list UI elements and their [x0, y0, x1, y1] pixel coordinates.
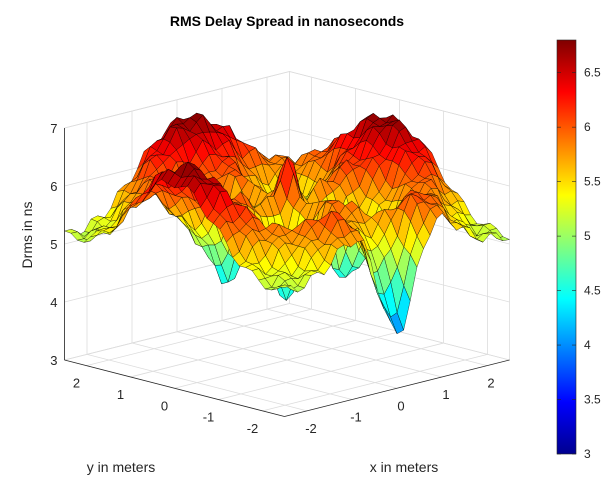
x-tick-label: -2 — [305, 421, 317, 436]
colorbar — [556, 39, 577, 455]
z-tick-label: 4 — [50, 295, 57, 310]
x-tick-label: 2 — [487, 376, 494, 391]
x-tick-label: -1 — [350, 410, 362, 425]
z-tick-label: 7 — [50, 121, 57, 136]
surface-patch — [277, 284, 292, 288]
y-tick-label: 2 — [73, 376, 80, 391]
colorbar-tick-label: 3 — [584, 447, 591, 461]
colorbar-tick-label: 5.5 — [584, 175, 601, 189]
surface — [63, 112, 511, 335]
colorbar-tick-label: 6.5 — [584, 66, 601, 80]
chart-title: RMS Delay Spread in nanoseconds — [170, 13, 404, 29]
axes: 3 4 5 6 7 -2 -1 0 1 2 2 1 0 -1 -2 — [50, 70, 511, 436]
y-axis-label: y in meters — [87, 459, 155, 475]
z-axis-label: Drms in ns — [19, 202, 35, 269]
x-tick-label: 0 — [397, 398, 404, 413]
y-tick-label: -1 — [203, 410, 215, 425]
colorbar-tick-label: 4 — [584, 338, 591, 352]
z-tick-label: 6 — [50, 179, 57, 194]
y-tick-label: -2 — [247, 421, 259, 436]
colorbar-tick-label: 5 — [584, 229, 591, 243]
z-tick-label: 3 — [50, 353, 57, 368]
x-tick-label: 1 — [442, 387, 449, 402]
x-axis-label: x in meters — [370, 459, 438, 475]
colorbar-tick-label: 3.5 — [584, 393, 601, 407]
colorbar-tick-label: 4.5 — [584, 284, 601, 298]
y-tick-label: 0 — [161, 398, 168, 413]
colorbar-ticks: 3 3.5 4 4.5 5 5.5 6 6.5 — [557, 66, 601, 461]
colorbar-tick-label: 6 — [584, 120, 591, 134]
y-tick-label: 1 — [117, 387, 124, 402]
tick-labels: 3 4 5 6 7 -2 -1 0 1 2 2 1 0 -1 -2 — [50, 121, 494, 436]
z-tick-label: 5 — [50, 237, 57, 252]
